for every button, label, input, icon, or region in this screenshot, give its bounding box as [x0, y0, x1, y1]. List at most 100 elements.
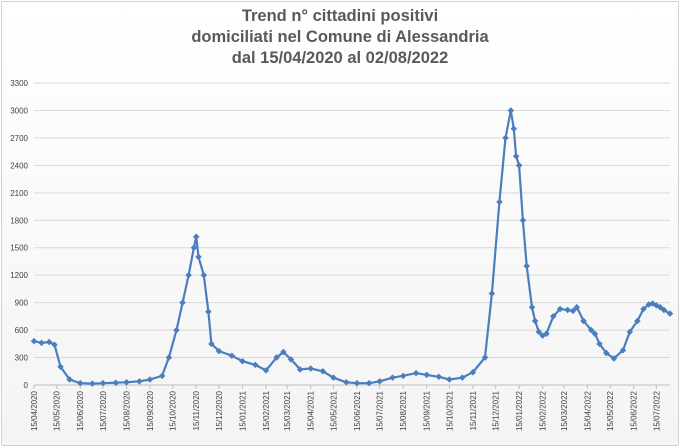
data-point [190, 244, 198, 251]
x-tick-label: 15/12/2021 [492, 390, 501, 431]
data-point [556, 305, 564, 313]
data-point [512, 152, 520, 160]
data-point [165, 354, 173, 361]
plot-area [30, 107, 674, 387]
data-point [519, 217, 527, 224]
x-tick-label: 15/06/2020 [76, 390, 85, 431]
series-line [32, 109, 672, 385]
data-point [469, 368, 477, 376]
data-point [399, 372, 407, 380]
x-tick-label: 15/07/2021 [376, 390, 385, 431]
x-tick-label: 15/04/2020 [30, 390, 39, 431]
chart-title-line-1: Trend n° cittadini positivi [241, 7, 439, 25]
data-point [76, 379, 84, 387]
data-point [496, 198, 503, 206]
data-point [179, 299, 186, 306]
data-point [208, 340, 215, 348]
y-tick-label: 900 [15, 299, 29, 308]
y-tick-label: 1500 [10, 244, 28, 253]
data-point [634, 317, 641, 325]
y-tick-label: 600 [15, 326, 29, 335]
data-point [435, 373, 443, 381]
data-point [319, 368, 327, 375]
data-point [287, 356, 295, 363]
data-point [488, 290, 496, 297]
data-point [523, 262, 530, 270]
data-point [531, 317, 539, 325]
data-point [215, 347, 223, 355]
data-point [596, 340, 603, 348]
chart-title-line-3: dal 15/04/2020 al 02/08/2022 [231, 49, 449, 67]
y-tick-label: 1200 [10, 271, 28, 280]
x-tick-label: 15/12/2020 [215, 390, 224, 431]
data-point [481, 354, 489, 361]
data-point [580, 317, 587, 325]
x-tick-label: 15/03/2021 [283, 390, 292, 431]
data-point [262, 367, 270, 374]
x-tick-label: 15/07/2020 [99, 390, 108, 431]
data-point [136, 378, 143, 385]
data-point [195, 253, 202, 261]
x-tick-label: 15/04/2021 [307, 390, 316, 431]
data-point [343, 379, 350, 386]
data-point [38, 339, 45, 347]
data-point [626, 328, 634, 336]
data-point [587, 326, 595, 334]
data-point [273, 354, 280, 361]
data-point [200, 271, 208, 279]
data-point [205, 308, 212, 316]
data-point [619, 346, 627, 354]
data-point [89, 380, 96, 387]
data-point [591, 330, 599, 338]
data-point [535, 328, 543, 336]
data-point [185, 271, 192, 279]
data-point [412, 369, 420, 377]
x-tick-label: 15/01/2021 [238, 390, 247, 431]
data-point [423, 371, 430, 379]
data-point [528, 303, 536, 311]
data-point [666, 310, 674, 317]
chart-title: Trend n° cittadini positivi domiciliati … [0, 6, 680, 69]
x-tick-label: 15/08/2020 [122, 390, 131, 431]
x-tick-label: 15/02/2021 [262, 390, 271, 431]
data-point [30, 337, 38, 345]
data-point [280, 348, 287, 356]
data-point [192, 233, 200, 240]
data-point [515, 162, 523, 169]
data-point [660, 306, 668, 314]
data-point [656, 303, 664, 311]
data-point [507, 107, 515, 114]
data-point [307, 365, 314, 372]
data-point [543, 330, 550, 338]
x-tick-label: 15/09/2021 [423, 390, 432, 431]
data-point [564, 306, 571, 314]
x-tick-label: 15/06/2021 [353, 390, 362, 431]
data-point [459, 374, 466, 381]
data-point [610, 355, 618, 362]
gridlines [34, 82, 670, 386]
x-tick-label: 15/04/2022 [583, 390, 592, 431]
data-point [112, 379, 120, 386]
x-tick-label: 15/10/2021 [445, 390, 454, 431]
data-point [228, 352, 236, 359]
x-tick-label: 15/01/2022 [515, 390, 524, 431]
x-tick-label: 15/03/2022 [560, 390, 569, 431]
data-point [389, 374, 396, 381]
data-point [446, 376, 453, 383]
y-tick-label: 2400 [10, 161, 28, 170]
x-tick-label: 15/07/2022 [652, 390, 661, 431]
data-point [330, 374, 337, 381]
x-axis: 15/04/2020 15/05/2020 15/06/2020 15/07/2020… [30, 384, 670, 431]
data-point [173, 326, 180, 334]
x-tick-label: 15/05/2020 [53, 390, 62, 431]
data-point [123, 379, 130, 386]
data-point [296, 366, 304, 373]
chart-title-line-2: domiciliati nel Comune di Alessandria [191, 28, 489, 46]
y-tick-label: 300 [15, 354, 29, 363]
data-point [510, 125, 518, 133]
x-tick-label: 15/02/2022 [539, 390, 548, 431]
data-point [376, 378, 383, 385]
x-tick-label: 15/08/2021 [399, 390, 408, 431]
